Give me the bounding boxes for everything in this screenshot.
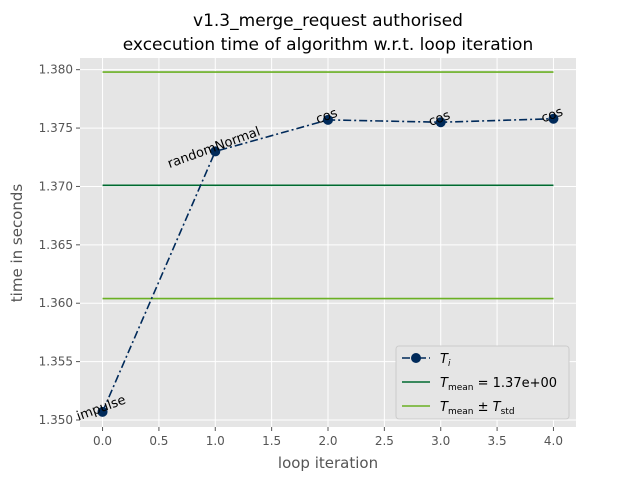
point-annotation: cos [314, 106, 340, 128]
point-annotation: cos [539, 105, 565, 127]
legend-mean-value: 1.37e+00 [493, 376, 557, 391]
y-tick-label: 1.350 [39, 413, 73, 427]
legend: Ti Tmean = 1.37e+00 Tmean ± Tstd [395, 345, 570, 420]
data-point [435, 117, 446, 128]
y-tick-label: 1.355 [39, 355, 73, 369]
data-point [97, 406, 108, 417]
x-tick-label: 2.5 [375, 434, 394, 448]
y-tick-label: 1.360 [39, 296, 73, 310]
x-tick-label: 3.5 [488, 434, 507, 448]
y-tick-label: 1.375 [39, 121, 73, 135]
chart-title-line-1: v1.3_merge_request authorised [193, 11, 463, 31]
legend-label-std: Tmean ± Tstd [440, 400, 515, 417]
x-tick-label: 3.0 [431, 434, 450, 448]
x-tick-label: 1.0 [206, 434, 225, 448]
series-lines [97, 113, 559, 417]
reference-lines [102, 71, 554, 300]
legend-label-mean: Tmean = 1.37e+00 [440, 376, 557, 393]
point-annotation: cos [427, 108, 453, 130]
chart-title-line-2: excecution time of algorithm w.r.t. loop… [123, 35, 533, 55]
legend-box [395, 345, 570, 420]
data-point [323, 114, 333, 125]
data-point [210, 146, 221, 157]
legend-marker-series [411, 353, 421, 363]
x-axis-label: loop iteration [278, 454, 378, 472]
y-ticks: 1.350 1.355 1.360 1.365 1.370 1.375 1.380 [39, 63, 80, 427]
x-ticks: 0.0 0.5 1.0 1.5 2.0 2.5 3.0 3.5 4.0 [93, 427, 563, 448]
legend-label-series: Ti [440, 352, 451, 369]
y-tick-label: 1.370 [39, 179, 73, 193]
x-tick-label: 4.0 [544, 434, 563, 448]
x-tick-label: 0.5 [149, 434, 168, 448]
y-tick-label: 1.380 [39, 63, 73, 77]
y-tick-label: 1.365 [39, 238, 73, 252]
x-tick-label: 1.5 [262, 434, 281, 448]
y-axis-label: time in seconds [8, 184, 26, 303]
x-tick-label: 2.0 [318, 434, 337, 448]
x-tick-label: 0.0 [93, 434, 112, 448]
data-point [548, 113, 559, 124]
